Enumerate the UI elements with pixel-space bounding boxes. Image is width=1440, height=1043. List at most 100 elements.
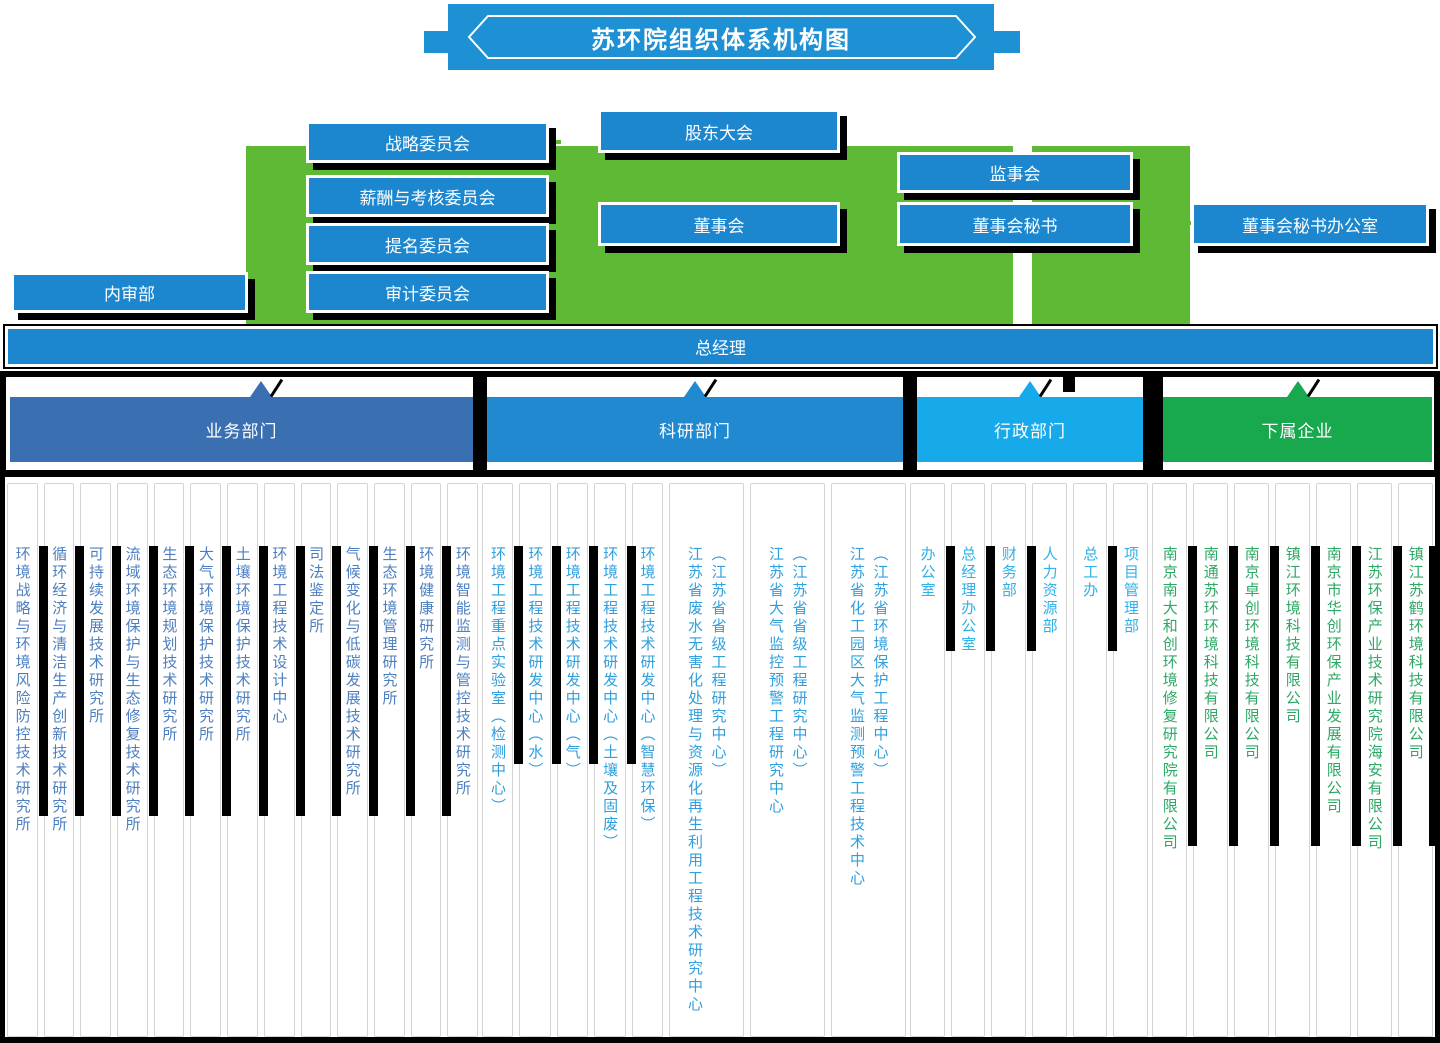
node-committee-audit: 审计委员会 (306, 271, 549, 313)
org-column-label: 环境战略与环境风险防控技术研究所 (13, 546, 32, 834)
node-shareholders-meeting: 股东大会 (598, 109, 840, 153)
node-supervisory-board: 监事会 (897, 152, 1133, 193)
org-column-label: 江苏省大气监控预警工程研究中心 (766, 546, 785, 816)
org-column-research: 江苏省大气监控预警工程研究中心 （江苏省省级工程研究中心） (749, 483, 825, 1037)
org-column-business: 气候变化与低碳发展技术研究所 (332, 483, 368, 1037)
org-column-label: 环境工程重点实验室（检测中心） (488, 546, 507, 816)
column-separator-bar (38, 546, 48, 816)
column-separator-bar (405, 546, 415, 816)
node-committee-compensation: 薪酬与考核委员会 (306, 175, 549, 217)
column-group-business: 环境战略与环境风险防控技术研究所 循环经济与清洁生产创新技术研究所 可持续发展技术研… (5, 483, 480, 1037)
org-column-label: 江苏环保产业技术研究院海安有限公司 (1365, 546, 1384, 852)
org-column-research: 江苏省废水无害化处理与资源化再生利用工程技术研究中心 （江苏省省级工程研究中心） (668, 483, 744, 1037)
org-column-admin: 办公室 (910, 483, 945, 1037)
node-general-manager: 总经理 (3, 324, 1438, 369)
org-column-label: 环境工程技术设计中心 (270, 546, 289, 726)
column-separator-bar (986, 546, 996, 651)
org-column-subsidiary: 南京市华创环保产业发展有限公司 (1311, 483, 1351, 1037)
org-column-label: 环境工程技术研发中心（气） (563, 546, 582, 780)
banner-side-tab-right (994, 31, 1020, 53)
org-column-research: 环境工程技术研发中心（土壤及固废） (589, 483, 626, 1037)
column-separator-bar (1311, 546, 1320, 846)
org-column-business: 生态环境规划技术研究所 (148, 483, 185, 1037)
column-separator-bar (185, 546, 195, 816)
group-header-research-label: 科研部门 (487, 397, 903, 462)
column-separator-bar (258, 546, 268, 816)
org-column-admin: 总工办 (1072, 483, 1108, 1037)
org-column-admin: 财务部 (986, 483, 1027, 1037)
org-column-label: 人力资源部 (1040, 546, 1059, 636)
divider-line-bottom (0, 470, 1440, 477)
node-internal-audit: 内审部 (11, 272, 248, 313)
org-column-label: 南京市华创环保产业发展有限公司 (1324, 546, 1343, 816)
node-committee-nomination: 提名委员会 (306, 223, 549, 265)
connector-line (549, 140, 561, 144)
column-separator-bar (442, 546, 452, 816)
node-board-secretary: 董事会秘书 (897, 202, 1133, 246)
org-column-label: 江苏省废水无害化处理与资源化再生利用工程技术研究中心 (685, 546, 704, 1014)
org-column-business: 大气环境保护技术研究所 (185, 483, 222, 1037)
org-column-business: 循环经济与清洁生产创新技术研究所 (38, 483, 75, 1037)
node-board-secretary-office: 董事会秘书办公室 (1191, 202, 1429, 246)
column-group-admin: 办公室 总经理办公室 财务部 人力资源部 总工办 项目管理部 (908, 483, 1150, 1037)
column-separator-bar (148, 546, 158, 816)
org-column-label: 土壤环境保护技术研究所 (233, 546, 252, 744)
column-group-subsidiary: 南京南大和创环境修复研究院有限公司 南通苏环环境科技有限公司 南京卓创环境科技有限公… (1150, 483, 1438, 1037)
node-board-of-directors: 董事会 (598, 202, 840, 246)
column-group-research: 环境工程重点实验室（检测中心） 环境工程技术研发中心（水） 环境工程技术研发中心（气… (480, 483, 908, 1037)
org-column-admin: 总经理办公室 (945, 483, 986, 1037)
group-header-research: 科研部门 (487, 377, 903, 470)
header-stub-mark (1063, 377, 1075, 392)
org-column-research: 环境工程技术研发中心（气） (551, 483, 589, 1037)
column-separator-bar (295, 546, 305, 816)
org-column-research: 环境工程技术研发中心（水） (514, 483, 551, 1037)
column-separator-bar (1027, 546, 1037, 651)
org-column-label: 财务部 (999, 546, 1018, 600)
column-separator-bar (368, 546, 378, 816)
connector-line (717, 151, 721, 205)
connector-line (549, 241, 561, 245)
org-column-label: 南京南大和创环境修复研究院有限公司 (1160, 546, 1179, 852)
banner-chevron-outline (467, 15, 977, 59)
org-column-label: 镇江苏鹤环境科技有限公司 (1406, 546, 1425, 762)
column-separator-bar (945, 546, 955, 651)
column-separator-bar (589, 546, 599, 764)
column-separator-bar (551, 546, 561, 764)
org-column-label: 流域环境保护与生态修复技术研究所 (123, 546, 142, 834)
org-column-business: 环境智能监测与管控技术研究所 (442, 483, 478, 1037)
org-column-label: 总经理办公室 (959, 546, 978, 654)
chart-title: 苏环院组织体系机构图 (591, 25, 851, 54)
group-header-subsidiary-label: 下属企业 (1163, 397, 1432, 462)
column-separator-bar (626, 546, 636, 764)
org-column-label: 环境健康研究所 (417, 546, 436, 672)
org-columns-section: 环境战略与环境风险防控技术研究所 循环经济与清洁生产创新技术研究所 可持续发展技术研… (0, 477, 1440, 1043)
org-columns-wrap: 环境战略与环境风险防控技术研究所 循环经济与清洁生产创新技术研究所 可持续发展技术研… (5, 483, 1438, 1037)
header-separator (473, 377, 487, 470)
org-column-business: 流域环境保护与生态修复技术研究所 (112, 483, 148, 1037)
triangle-up-connector (684, 381, 706, 397)
org-column-subsidiary: 江苏环保产业技术研究院海安有限公司 (1352, 483, 1392, 1037)
org-column-label: 生态环境管理研究所 (380, 546, 399, 708)
section-frame (0, 1037, 1440, 1043)
org-column-label: 总工办 (1081, 546, 1100, 600)
org-column-business: 可持续发展技术研究所 (75, 483, 112, 1037)
banner-side-tab-left (424, 31, 449, 53)
org-column-label: 项目管理部 (1121, 546, 1140, 636)
connector-line (1181, 221, 1195, 225)
connector-line (248, 290, 310, 294)
org-column-label: 南京卓创环境科技有限公司 (1242, 546, 1261, 762)
triangle-up-connector (1286, 381, 1309, 397)
org-column-label: 生态环境规划技术研究所 (160, 546, 179, 744)
org-column-research: 江苏省化工园区大气监测预警工程技术中心 （江苏省环境保护工程中心） (830, 483, 906, 1037)
org-column-business: 司法鉴定所 (295, 483, 332, 1037)
header-separator (1143, 377, 1163, 470)
org-column-label: 镇江环境科技有限公司 (1283, 546, 1302, 726)
group-header-business: 业务部门 (10, 377, 473, 470)
header-row-edge (0, 377, 6, 470)
group-header-business-label: 业务部门 (10, 397, 473, 462)
group-header-admin-label: 行政部门 (917, 397, 1143, 462)
org-column-sublabel: （江苏省省级工程研究中心） (790, 546, 809, 780)
org-column-sublabel: （江苏省环境保护工程中心） (871, 546, 890, 780)
column-separator-bar (1393, 546, 1402, 846)
